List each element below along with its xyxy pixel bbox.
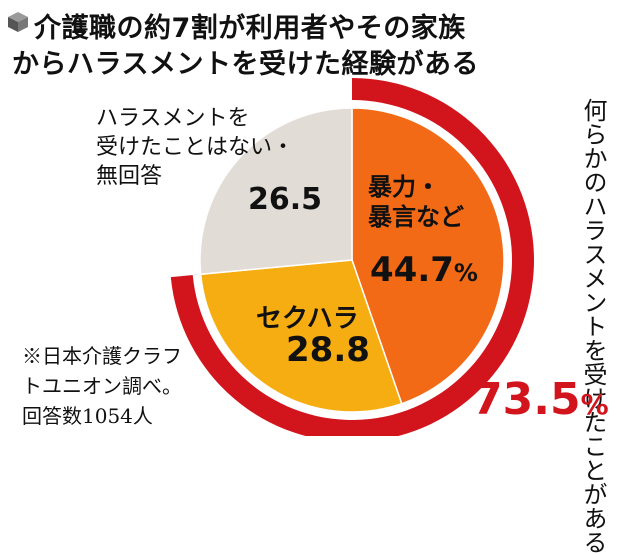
slice-value-violence: 44.7% [370,250,478,290]
slice-label-violence: 暴力・ 暴言など [368,173,464,231]
chart-title-line-1: 介護職の約7割が利用者やその家族 [34,13,466,44]
slice-value-sekuhara: 28.8 [286,330,370,370]
chart-title-line-2: からハラスメントを受けた経験がある [12,49,479,80]
cube-icon [8,12,28,32]
pie-slice-violence [351,107,505,405]
slice-label-sekuhara: セクハラ [256,304,359,334]
pie-chart [170,78,534,436]
source-note: ※日本介護クラフ トユニオン調べ。 回答数1054人 [22,344,182,428]
pie-slice-none [199,107,353,276]
slice-value-none: 26.5 [248,182,323,217]
experienced-label: 何らかのハラスメントを受けたことがある [579,98,607,554]
slice-label-none: ハラスメントを 受けたことはない・ 無回答 [96,106,295,189]
experienced-total: 73.5% [472,374,609,425]
pie-slice-sekuhara [199,259,403,413]
